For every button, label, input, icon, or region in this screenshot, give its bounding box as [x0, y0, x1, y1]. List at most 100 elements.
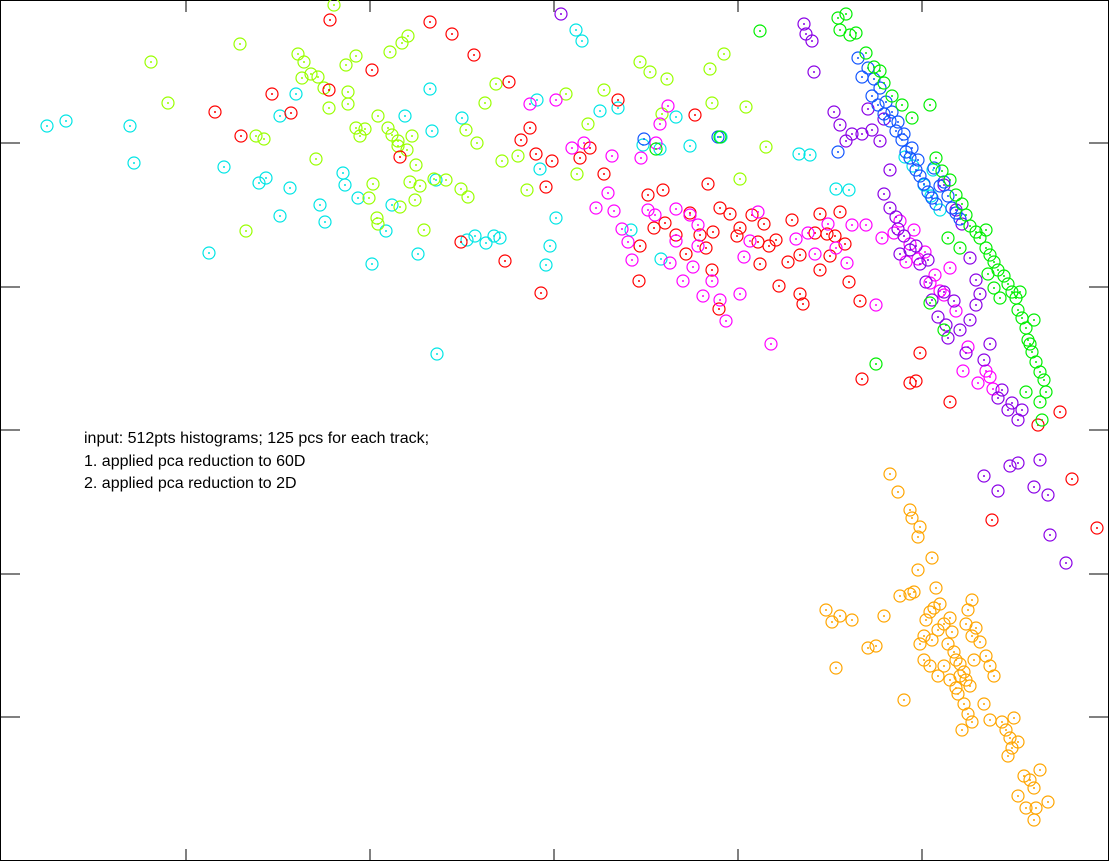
point-center [889, 473, 891, 475]
point-marker [658, 216, 672, 230]
point-center [848, 189, 850, 191]
data-point [919, 275, 933, 289]
data-point [792, 147, 806, 161]
point-center [1047, 801, 1049, 803]
point-center [778, 285, 780, 287]
point-center [1039, 371, 1041, 373]
point-center [787, 261, 789, 263]
point-center [969, 319, 971, 321]
data-point [838, 237, 852, 251]
data-point [589, 201, 603, 215]
data-point [941, 637, 955, 651]
point-marker [953, 323, 967, 337]
data-point [913, 637, 927, 651]
point-center [499, 237, 501, 239]
point-marker [997, 269, 1011, 283]
point-marker [411, 247, 425, 261]
point-center [962, 370, 964, 372]
point-center [857, 57, 859, 59]
point-marker [805, 34, 819, 48]
point-marker [983, 248, 997, 262]
data-point [1011, 735, 1025, 749]
data-point [398, 109, 412, 123]
point-marker [470, 136, 484, 150]
point-marker [647, 221, 661, 235]
point-center [576, 173, 578, 175]
point-marker [656, 183, 670, 197]
point-center [736, 235, 738, 237]
point-marker [859, 46, 873, 60]
data-point [821, 217, 835, 231]
data-point [995, 383, 1009, 397]
point-marker [679, 247, 693, 261]
data-point [429, 173, 443, 187]
data-point [961, 603, 975, 617]
point-center [913, 591, 915, 593]
data-point [1001, 277, 1015, 291]
point-marker [833, 205, 847, 219]
point-center [310, 73, 312, 75]
data-point [295, 71, 309, 85]
point-marker [987, 281, 1001, 295]
point-center [315, 158, 317, 160]
point-center [555, 217, 557, 219]
point-center [409, 181, 411, 183]
data-point [289, 87, 303, 101]
point-center [845, 140, 847, 142]
point-marker [789, 232, 803, 246]
point-center [465, 129, 467, 131]
point-marker [705, 263, 719, 277]
point-center [675, 240, 677, 242]
point-center [971, 599, 973, 601]
point-center [935, 587, 937, 589]
point-center [951, 631, 953, 633]
point-marker [327, 0, 341, 12]
point-marker [905, 141, 919, 155]
point-marker [891, 115, 905, 129]
point-center [875, 645, 877, 647]
point-center [881, 237, 883, 239]
point-center [545, 186, 547, 188]
data-point [291, 47, 305, 61]
point-center [328, 107, 330, 109]
point-center [809, 154, 811, 156]
data-point [869, 298, 883, 312]
point-marker [1011, 456, 1025, 470]
data-point [808, 226, 822, 240]
point-marker [454, 182, 468, 196]
point-marker [887, 226, 901, 240]
point-center [897, 121, 899, 123]
point-center [495, 83, 497, 85]
point-center [328, 89, 330, 91]
point-center [1009, 465, 1011, 467]
data-point [983, 370, 997, 384]
point-marker [943, 261, 957, 275]
point-center [759, 263, 761, 265]
point-center [1033, 787, 1035, 789]
point-center [937, 316, 939, 318]
point-marker [764, 337, 778, 351]
point-center [508, 81, 510, 83]
point-marker [489, 77, 503, 91]
data-point [899, 255, 913, 269]
data-point [688, 108, 702, 122]
data-point [625, 253, 639, 267]
data-point [873, 64, 887, 78]
point-center [1043, 379, 1045, 381]
data-point [489, 77, 503, 91]
data-point [949, 681, 963, 695]
point-center [436, 353, 438, 355]
point-marker [691, 218, 705, 232]
point-marker [897, 229, 911, 243]
data-point [961, 707, 975, 721]
data-point [793, 287, 807, 301]
data-point [891, 115, 905, 129]
data-point [883, 163, 897, 177]
point-center [905, 261, 907, 263]
data-point [577, 136, 591, 150]
point-center [371, 69, 373, 71]
data-point [953, 241, 967, 255]
point-center [961, 203, 963, 205]
point-marker [654, 252, 668, 266]
data-point [895, 98, 909, 112]
